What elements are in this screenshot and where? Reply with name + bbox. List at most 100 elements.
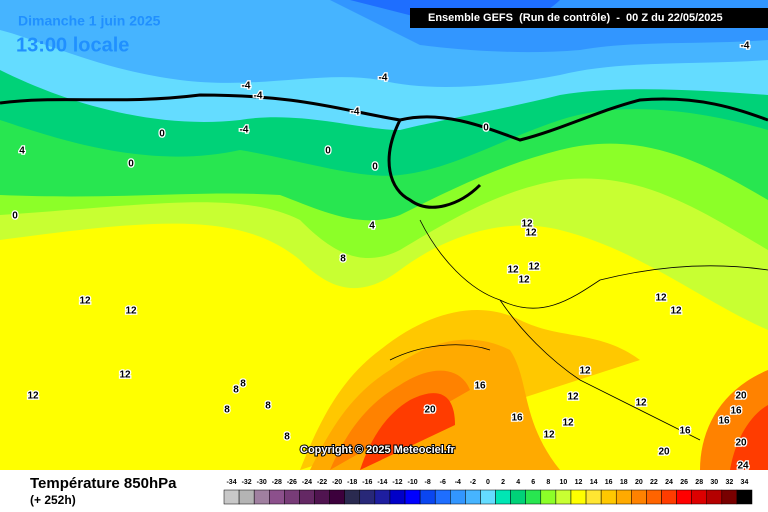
color-swatch: [615, 489, 632, 505]
legend-tick-label: 10: [560, 479, 568, 486]
legend-tick-label: -14: [377, 479, 387, 486]
contour-label: 8: [340, 254, 346, 265]
contour-label: 16: [679, 426, 691, 437]
color-swatch: [540, 489, 557, 505]
contour-label: 20: [658, 447, 670, 458]
color-swatch: [314, 489, 330, 505]
color-swatch: [284, 489, 300, 505]
color-swatch: [676, 489, 692, 505]
color-swatch: [721, 489, 738, 505]
contour-label: 12: [567, 392, 579, 403]
contour-label: 8: [240, 379, 246, 390]
color-swatch: [374, 489, 391, 505]
color-swatch: [646, 489, 662, 505]
legend-tick-label: 28: [695, 479, 703, 486]
color-swatch: [299, 489, 315, 505]
legend-tick-label: -30: [257, 479, 267, 486]
color-swatch: [631, 489, 647, 505]
color-swatch: [495, 489, 511, 505]
contour-label: -4: [351, 107, 360, 118]
contour-label: 16: [511, 413, 523, 424]
color-swatch: [450, 489, 466, 505]
contour-label: 12: [119, 370, 131, 381]
legend-tick-label: 2: [501, 479, 505, 486]
color-swatch: [238, 489, 255, 505]
contour-label: 12: [635, 398, 647, 409]
color-swatch: [736, 489, 753, 505]
color-swatch: [661, 489, 677, 505]
legend-title: Température 850hPa: [30, 475, 177, 492]
legend-tick-label: -2: [470, 479, 476, 486]
color-swatch: [585, 489, 602, 505]
date-label: Dimanche 1 juin 2025: [18, 13, 161, 29]
legend-tick-label: -16: [362, 479, 372, 486]
contour-label: 8: [284, 432, 290, 443]
run-box: [410, 8, 768, 28]
contour-label: 12: [521, 219, 533, 230]
contour-label: 0: [128, 159, 134, 170]
legend-tick-label: 34: [741, 479, 749, 486]
color-swatch: [223, 489, 240, 505]
contour-label: 0: [159, 129, 165, 140]
color-swatch: [465, 489, 481, 505]
contour-label: 12: [525, 228, 537, 239]
color-swatch: [434, 489, 451, 505]
contour-label: 12: [528, 262, 540, 273]
contour-label: -4: [379, 73, 388, 84]
contour-label: 8: [265, 401, 271, 412]
contour-label: 12: [579, 366, 591, 377]
legend-tick-label: -20: [332, 479, 342, 486]
legend-tick-label: -8: [425, 479, 431, 486]
copyright: Copyright © 2025 Meteociel.fr: [300, 444, 456, 456]
legend-tick-label: -26: [287, 479, 297, 486]
legend-tick-label: -10: [408, 479, 418, 486]
color-swatch: [600, 489, 617, 505]
color-swatch: [555, 489, 572, 505]
color-swatch: [706, 489, 723, 505]
contour-label: 8: [224, 405, 230, 416]
legend-tick-label: 6: [531, 479, 535, 486]
contour-label: 24: [737, 461, 749, 472]
legend-tick-label: -4: [455, 479, 461, 486]
contour-label: 8: [233, 385, 239, 396]
contour-label: -4: [254, 91, 263, 102]
contour-label: -4: [242, 81, 251, 92]
legend-tick-label: -6: [440, 479, 446, 486]
contour-label: 4: [19, 146, 25, 157]
map-background: [0, 0, 768, 470]
color-swatch: [691, 489, 707, 505]
contour-label: 12: [670, 306, 682, 317]
contour-label: -4: [741, 41, 750, 52]
legend-tick-label: 32: [725, 479, 733, 486]
color-swatch: [269, 489, 285, 505]
contour-label: 0: [483, 123, 489, 134]
color-swatch: [329, 489, 345, 505]
legend-tick-label: -28: [272, 479, 282, 486]
contour-label: 0: [12, 211, 18, 222]
contour-label: 12: [125, 306, 137, 317]
contour-label: 0: [372, 162, 378, 173]
contour-label: 16: [474, 381, 486, 392]
contour-label: 16: [730, 406, 742, 417]
legend-tick-label: 20: [635, 479, 643, 486]
contour-label: 12: [655, 293, 667, 304]
legend-tick-label: -18: [347, 479, 357, 486]
color-swatch: [404, 489, 421, 505]
legend-tick-label: 30: [710, 479, 718, 486]
color-swatch: [389, 489, 406, 505]
legend-tick-label: 22: [650, 479, 658, 486]
contour-label: 12: [562, 418, 574, 429]
contour-label: 20: [735, 391, 747, 402]
legend-tick-label: 16: [605, 479, 613, 486]
color-swatch: [359, 489, 376, 505]
color-swatch: [344, 489, 361, 505]
color-swatch: [570, 489, 587, 505]
legend-tick-label: -22: [317, 479, 327, 486]
contour-label: 12: [79, 296, 91, 307]
time-label: 13:00 locale: [16, 34, 129, 56]
contour-label: 0: [325, 146, 331, 157]
legend-tick-label: 24: [665, 479, 673, 486]
run-label: Ensemble GEFS (Run de contrôle) - 00 Z d…: [428, 12, 723, 24]
